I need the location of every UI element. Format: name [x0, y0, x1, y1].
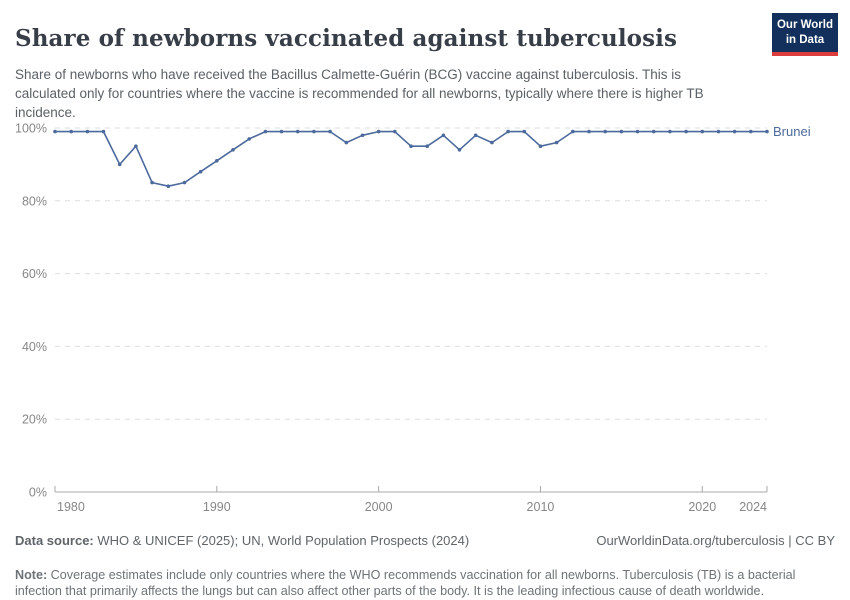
y-tick-label: 20%	[22, 413, 47, 427]
x-tick-label: 2000	[365, 500, 393, 514]
data-point[interactable]	[425, 144, 430, 148]
page-title: Share of newborns vaccinated against tub…	[15, 25, 678, 53]
data-point[interactable]	[441, 133, 446, 138]
data-point[interactable]	[344, 140, 349, 145]
x-tick-label: 2010	[527, 500, 555, 514]
y-tick-label: 0%	[29, 486, 47, 500]
data-point[interactable]	[360, 133, 365, 138]
data-point[interactable]	[457, 148, 462, 152]
note-label: Note:	[15, 567, 48, 582]
data-point[interactable]	[668, 129, 672, 134]
entity-label[interactable]: Brunei	[773, 124, 811, 139]
data-point[interactable]	[619, 129, 624, 134]
data-point[interactable]	[295, 129, 300, 134]
x-tick-label: 1980	[57, 500, 85, 514]
data-point[interactable]	[409, 144, 413, 148]
x-tick-label: 1990	[203, 500, 231, 514]
x-tick-label: 2024	[739, 500, 767, 514]
data-point[interactable]	[231, 148, 235, 152]
data-point[interactable]	[117, 162, 122, 167]
data-point[interactable]	[150, 180, 154, 185]
y-tick-label: 40%	[22, 340, 47, 354]
data-point[interactable]	[635, 129, 640, 134]
data-point[interactable]	[522, 129, 527, 134]
chart-footer: Data source: WHO & UNICEF (2025); UN, Wo…	[15, 533, 835, 548]
data-point[interactable]	[571, 129, 575, 134]
data-point[interactable]	[700, 129, 705, 134]
data-point[interactable]	[215, 159, 219, 163]
data-point[interactable]	[603, 129, 607, 134]
data-point[interactable]	[53, 129, 57, 134]
x-tick-label: 2020	[688, 500, 716, 514]
data-point[interactable]	[69, 129, 73, 134]
data-point[interactable]	[732, 129, 737, 134]
data-point[interactable]	[749, 129, 753, 134]
data-point[interactable]	[393, 129, 397, 134]
data-point[interactable]	[263, 129, 268, 134]
y-tick-label: 80%	[22, 194, 47, 208]
trend-line[interactable]	[55, 130, 767, 187]
data-point[interactable]	[376, 129, 381, 134]
y-tick-label: 60%	[22, 267, 47, 281]
data-point[interactable]	[473, 133, 478, 138]
owid-logo-line1: Our World	[776, 19, 833, 32]
data-point[interactable]	[587, 129, 591, 134]
data-point[interactable]	[538, 144, 543, 148]
data-point[interactable]	[312, 129, 316, 134]
license-link[interactable]: OurWorldinData.org/tuberculosis | CC BY	[596, 533, 835, 548]
owid-logo-stripe	[772, 52, 838, 56]
data-point[interactable]	[85, 129, 90, 134]
data-source-label: Data source:	[15, 533, 94, 548]
data-point[interactable]	[134, 144, 138, 148]
chart-note: Note: Coverage estimates include only co…	[15, 567, 837, 600]
data-point[interactable]	[765, 129, 769, 134]
data-point[interactable]	[651, 129, 656, 134]
data-point[interactable]	[684, 129, 688, 134]
y-tick-label: 100%	[15, 122, 47, 136]
data-point[interactable]	[198, 169, 203, 174]
data-point[interactable]	[328, 129, 332, 134]
data-source-value: WHO & UNICEF (2025); UN, World Populatio…	[93, 533, 470, 548]
data-source-text: Data source: WHO & UNICEF (2025); UN, Wo…	[15, 533, 469, 548]
data-point[interactable]	[101, 129, 106, 134]
owid-logo-line2: in Data	[785, 33, 825, 46]
data-point[interactable]	[506, 129, 510, 134]
data-point[interactable]	[182, 180, 187, 185]
note-text: Coverage estimates include only countrie…	[15, 567, 796, 599]
chart-subtitle: Share of newborns who have received the …	[15, 66, 704, 120]
owid-logo[interactable]: Our World in Data	[772, 13, 838, 56]
data-point[interactable]	[490, 140, 494, 145]
data-point[interactable]	[247, 137, 251, 141]
data-point[interactable]	[166, 184, 171, 188]
data-point[interactable]	[554, 140, 559, 145]
data-point[interactable]	[279, 129, 284, 134]
data-point[interactable]	[716, 129, 721, 134]
owid-logo-text: Our World in Data	[772, 13, 838, 52]
